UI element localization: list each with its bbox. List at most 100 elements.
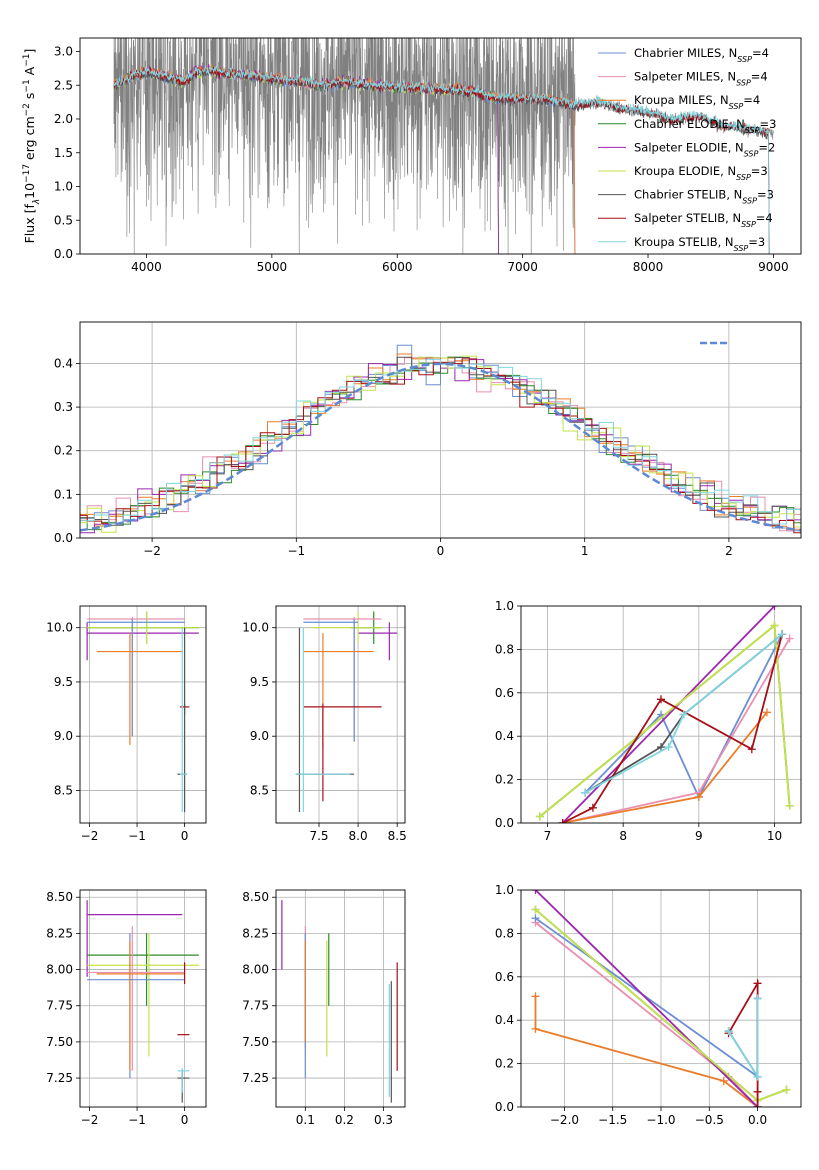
y-tick-label: 0.8 — [495, 926, 514, 940]
legend-sub: SSP — [741, 220, 756, 229]
weight-point-kroupa_elodie — [770, 621, 779, 630]
weight-point-salpeter_elodie — [770, 606, 779, 610]
x-tick-label: −1.0 — [646, 1113, 675, 1127]
legend-sub: SSP — [745, 125, 760, 134]
y-axis-label-part: −2 — [22, 103, 32, 116]
y-tick-label: 2.5 — [54, 78, 73, 92]
x-tick-label: 2 — [725, 544, 733, 558]
y-tick-label: 0.0 — [54, 531, 73, 545]
legend-suffix: =3 — [748, 235, 765, 249]
legend-sub: SSP — [744, 149, 759, 158]
legend-entry: Salpeter ELODIE, NSSP=2 — [634, 140, 775, 158]
weight-point-kroupa_miles — [719, 1076, 728, 1085]
weight-point-salpeter_stelib — [753, 1103, 762, 1107]
x-tick-label: 9000 — [758, 260, 789, 274]
weight-point-kroupa_stelib — [778, 630, 787, 639]
legend-label: Kroupa STELIB, N — [634, 235, 734, 249]
y-axis-label: Flux [fλ10−17 erg cm−2 s−1 A−1] — [22, 49, 42, 244]
y-tick-label: 0.4 — [54, 356, 73, 370]
weight-point-salpeter_miles — [785, 634, 794, 643]
model-spectrum-salpeter_stelib — [113, 66, 770, 254]
plot-area — [276, 890, 405, 1107]
x-tick-label: 6000 — [382, 260, 413, 274]
legend-entry: Kroupa ELODIE, NSSP=3 — [634, 164, 768, 182]
y-axis-label-part: A — [22, 66, 37, 79]
y-tick-label: 1.0 — [54, 180, 73, 194]
y-tick-label: 8.00 — [242, 963, 269, 977]
legend-label: Chabrier MILES, N — [634, 46, 737, 60]
legend-label: Chabrier ELODIE, N — [634, 117, 745, 131]
y-axis-label-part: erg cm — [22, 116, 37, 164]
axes-frame — [79, 321, 802, 539]
weight-point-salpeter_stelib — [588, 803, 597, 812]
y-tick-label: 8.25 — [46, 926, 73, 940]
legend-label: Salpeter ELODIE, N — [634, 140, 744, 154]
x-tick-label: 8.0 — [349, 829, 368, 843]
y-tick-label: 10.0 — [242, 621, 269, 635]
weight-point-salpeter_stelib — [753, 979, 762, 988]
weight-point-chabrier_miles — [531, 914, 540, 923]
x-tick-label: 0 — [181, 829, 189, 843]
y-tick-label: 7.75 — [46, 999, 73, 1013]
weight-point-kroupa_stelib — [581, 788, 590, 797]
legend-entry: Salpeter MILES, NSSP=4 — [634, 70, 768, 88]
legend-suffix: =3 — [751, 164, 768, 178]
y-tick-label: 7.25 — [242, 1071, 269, 1085]
normal-reference-curve — [80, 362, 801, 532]
y-tick-label: 8.00 — [46, 963, 73, 977]
x-tick-label: −1 — [128, 829, 146, 843]
y-tick-label: 9.0 — [54, 729, 73, 743]
axes-frame — [275, 605, 406, 824]
weight-line-kroupa_stelib — [584, 633, 783, 794]
legend-entry: Chabrier MILES, NSSP=4 — [634, 46, 769, 64]
legend-entry: Chabrier ELODIE, NSSP=3 — [634, 117, 776, 135]
legend-suffix: =3 — [757, 188, 774, 202]
x-tick-label: −0.5 — [695, 1113, 724, 1127]
y-tick-label: 7.75 — [242, 999, 269, 1013]
weight-point-salpeter_elodie — [531, 890, 540, 894]
y-tick-label: 7.50 — [46, 1035, 73, 1049]
weight-point-kroupa_elodie — [785, 801, 794, 810]
y-tick-label: 2.0 — [54, 112, 73, 126]
y-tick-label: 0.0 — [495, 816, 514, 830]
x-tick-label: 0.3 — [374, 1113, 393, 1127]
axes-frame — [79, 605, 207, 824]
x-tick-label: 1 — [581, 544, 589, 558]
x-tick-label: 0 — [181, 1113, 189, 1127]
weight-point-kroupa_stelib — [753, 994, 762, 1003]
x-tick-label: −1 — [128, 1113, 146, 1127]
axes-frame — [79, 37, 802, 255]
legend-suffix: =4 — [756, 211, 773, 225]
weight-point-salpeter_stelib — [657, 695, 665, 704]
legend-entry: Kroupa STELIB, NSSP=3 — [634, 235, 765, 253]
y-axis-label-part: s — [22, 93, 37, 104]
weight-point-kroupa_miles — [531, 1024, 540, 1033]
x-tick-label: 4000 — [131, 260, 162, 274]
legend-label: Kroupa ELODIE, N — [634, 164, 736, 178]
legend-entry: Kroupa MILES, NSSP=4 — [634, 93, 760, 111]
plot-area — [521, 890, 801, 1107]
weight-point-kroupa_elodie — [782, 1085, 791, 1094]
x-tick-label: 8.5 — [388, 829, 407, 843]
y-axis-label-part: 10 — [22, 183, 37, 199]
y-tick-label: 0.6 — [495, 970, 514, 984]
y-axis-label-part: −17 — [22, 164, 32, 183]
legend-label: Salpeter STELIB, N — [634, 211, 741, 225]
legend-sub: SSP — [734, 243, 749, 252]
x-tick-label: 8 — [619, 829, 627, 843]
weight-point-kroupa_stelib — [724, 1027, 733, 1036]
y-tick-label: 7.50 — [242, 1035, 269, 1049]
legend-label: Chabrier STELIB, N — [634, 188, 742, 202]
x-tick-label: 10 — [767, 829, 782, 843]
y-tick-label: 0.3 — [54, 400, 73, 414]
x-tick-label: 0.2 — [335, 1113, 354, 1127]
x-tick-label: −2 — [81, 1113, 99, 1127]
y-tick-label: 0.6 — [495, 686, 514, 700]
y-tick-label: 8.5 — [54, 783, 73, 797]
legend-entry: Chabrier STELIB, NSSP=3 — [634, 188, 774, 206]
legend-suffix: =4 — [743, 93, 760, 107]
legend-label: Salpeter MILES, N — [634, 70, 736, 84]
x-tick-label: 9 — [695, 829, 703, 843]
panel-spectrum: 4000 5000 6000 7000 8000 9000 0.0 0.5 1.0 1.5 2.0 2… — [22, 37, 802, 274]
